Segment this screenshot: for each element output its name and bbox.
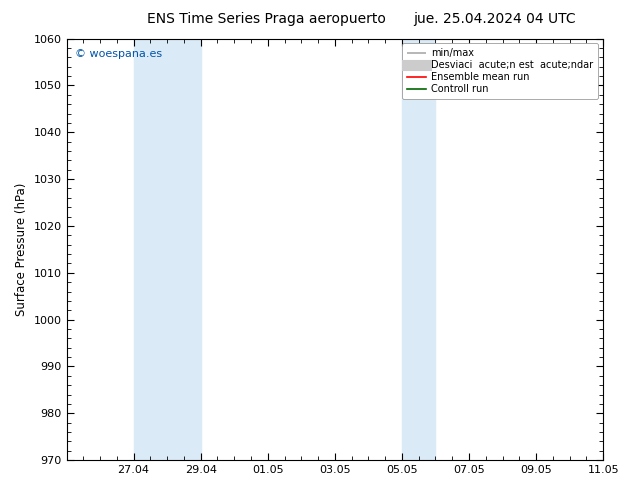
Bar xyxy=(402,39,436,460)
Text: ENS Time Series Praga aeropuerto: ENS Time Series Praga aeropuerto xyxy=(147,12,385,26)
Legend: min/max, Desviaci  acute;n est  acute;ndar, Ensemble mean run, Controll run: min/max, Desviaci acute;n est acute;ndar… xyxy=(402,44,598,99)
Y-axis label: Surface Pressure (hPa): Surface Pressure (hPa) xyxy=(15,183,28,316)
Text: jue. 25.04.2024 04 UTC: jue. 25.04.2024 04 UTC xyxy=(413,12,576,26)
Bar xyxy=(134,39,201,460)
Text: © woespana.es: © woespana.es xyxy=(75,49,162,59)
Title: ENS Time Series Praga aeropuerto    jue. 25.04.2024 04 UTC: ENS Time Series Praga aeropuerto jue. 25… xyxy=(0,489,1,490)
